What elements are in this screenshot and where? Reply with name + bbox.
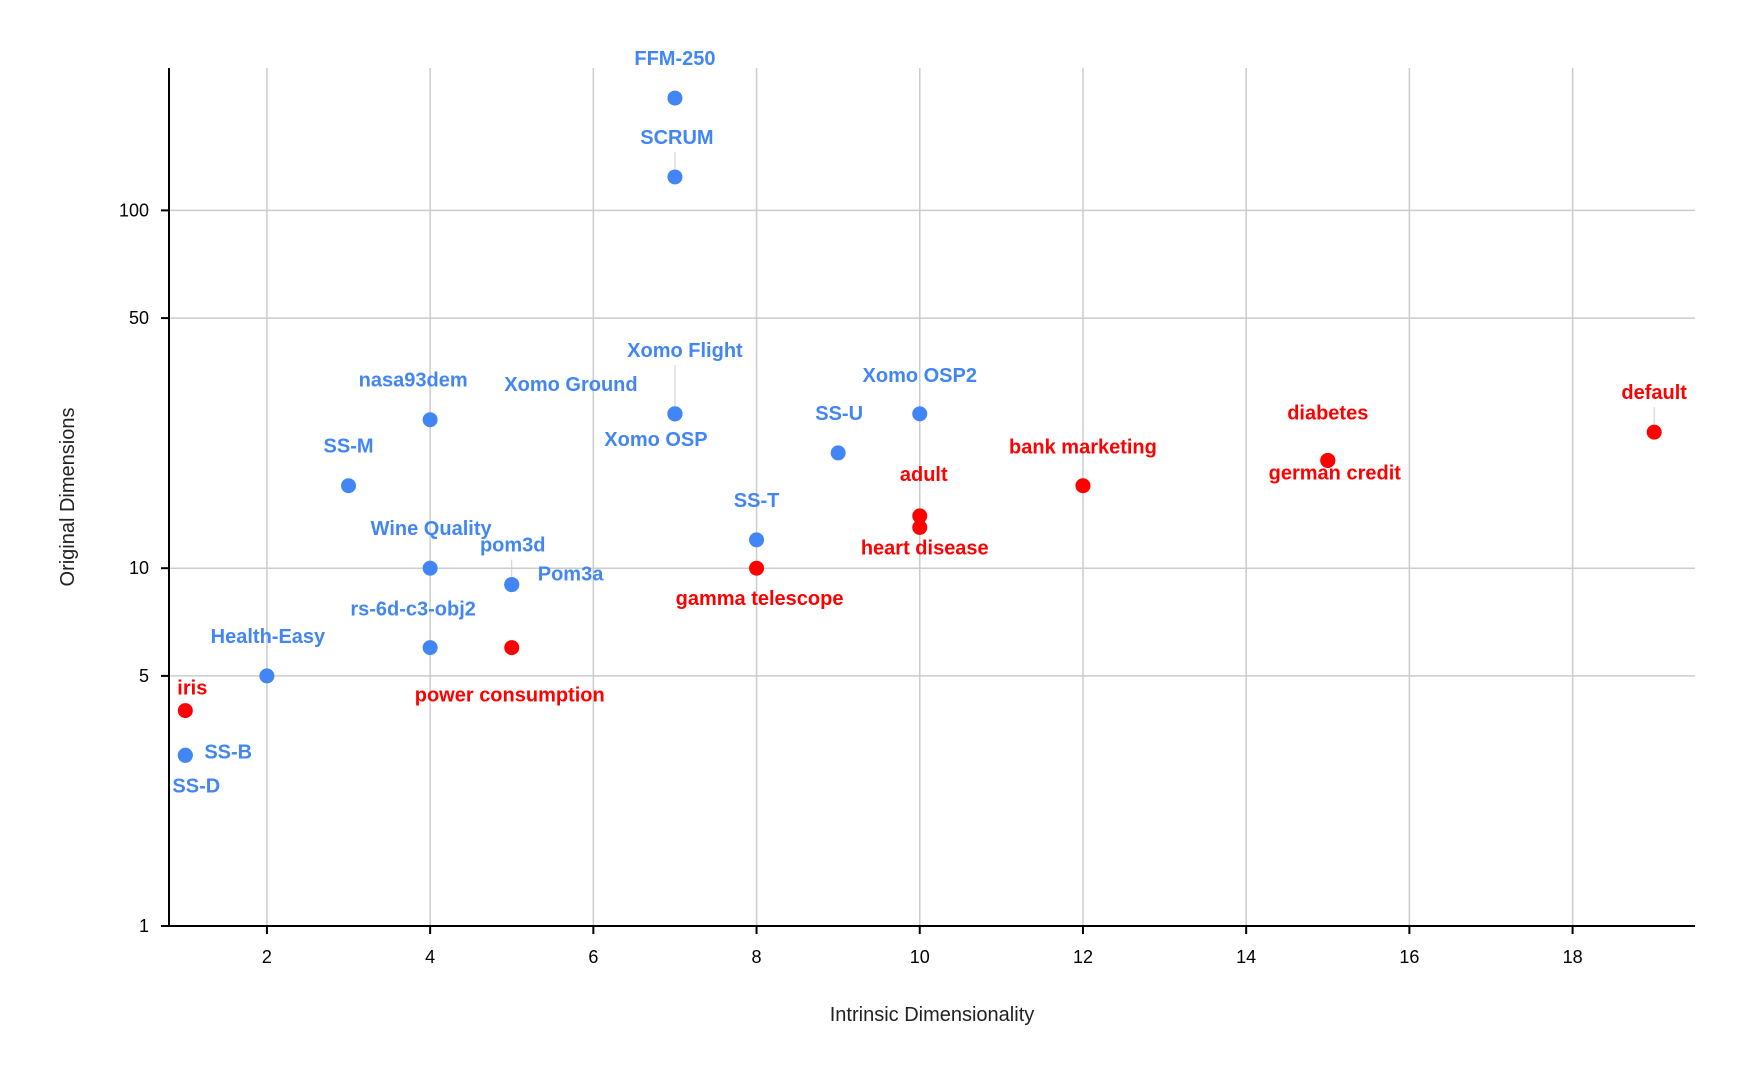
data-point: [667, 90, 683, 106]
x-tick-label: 2: [262, 947, 272, 967]
grid-lines: [169, 68, 1695, 926]
data-point: [912, 508, 928, 524]
y-axis-title: Original Dimensions: [57, 408, 79, 587]
point-label: bank marketing: [1009, 437, 1157, 459]
data-point: [749, 560, 765, 576]
point-label: heart disease: [861, 537, 989, 559]
point-label: SS-M: [324, 436, 374, 458]
data-point: [177, 703, 193, 719]
data-point: [912, 519, 928, 535]
data-point: [749, 532, 765, 548]
x-tick-label: 6: [588, 947, 598, 967]
point-label: Xomo OSP2: [863, 365, 977, 387]
data-point: [177, 747, 193, 763]
point-label: default: [1621, 382, 1687, 404]
point-label: Xomo Flight: [627, 340, 743, 362]
point-label: SS-U: [815, 403, 863, 425]
point-label: adult: [900, 464, 948, 486]
point-label: SS-D: [172, 775, 220, 797]
x-tick-label: 4: [425, 947, 435, 967]
x-axis-title: Intrinsic Dimensionality: [830, 1004, 1035, 1026]
point-label: SS-T: [734, 490, 780, 512]
point-label: Health-Easy: [211, 626, 326, 648]
point-label: Wine Quality: [371, 518, 493, 540]
data-point: [422, 412, 438, 428]
x-tick-label: 10: [910, 947, 930, 967]
point-label: Xomo OSP: [604, 429, 707, 451]
data-point: [422, 640, 438, 656]
axes: [161, 68, 1695, 934]
y-tick-label: 5: [139, 666, 149, 686]
data-points: [177, 90, 1662, 763]
point-label: iris: [177, 678, 207, 700]
point-label: power consumption: [415, 685, 605, 707]
point-label: diabetes: [1287, 402, 1368, 424]
point-label: Pom3a: [538, 564, 604, 586]
point-label: Xomo Ground: [504, 374, 637, 396]
point-label: FFM-250: [634, 48, 715, 70]
point-label: gamma telescope: [676, 588, 844, 610]
data-point: [667, 406, 683, 422]
y-tick-label: 100: [119, 200, 149, 220]
leader-lines: [266, 151, 1655, 668]
data-point: [1320, 452, 1336, 468]
data-point: [912, 406, 928, 422]
data-point: [504, 577, 520, 593]
data-point: [1646, 424, 1662, 440]
x-tick-label: 14: [1236, 947, 1256, 967]
x-tick-label: 16: [1399, 947, 1419, 967]
tick-labels: 2 4 6 8 10 12 14 16 18 1 5 10 50 100: [119, 200, 1583, 967]
data-point: [422, 560, 438, 576]
data-point: [667, 169, 683, 185]
y-tick-label: 50: [129, 308, 149, 328]
data-point: [341, 478, 357, 494]
point-label: SCRUM: [640, 127, 713, 149]
x-tick-label: 12: [1073, 947, 1093, 967]
point-label: SS-B: [204, 741, 252, 763]
y-tick-label: 1: [139, 916, 149, 936]
data-point: [1075, 478, 1091, 494]
point-labels: FFM-250 SCRUM Xomo Flight Xomo Ground Xomo O…: [172, 48, 1687, 797]
point-label: pom3d: [480, 535, 546, 557]
point-label: german credit: [1269, 462, 1402, 484]
point-label: rs-6d-c3-obj2: [350, 599, 476, 621]
data-point: [259, 668, 275, 684]
y-tick-label: 10: [129, 558, 149, 578]
x-tick-label: 18: [1563, 947, 1583, 967]
point-label: nasa93dem: [359, 370, 468, 392]
data-point: [830, 445, 846, 461]
x-tick-label: 8: [752, 947, 762, 967]
data-point: [504, 640, 520, 656]
